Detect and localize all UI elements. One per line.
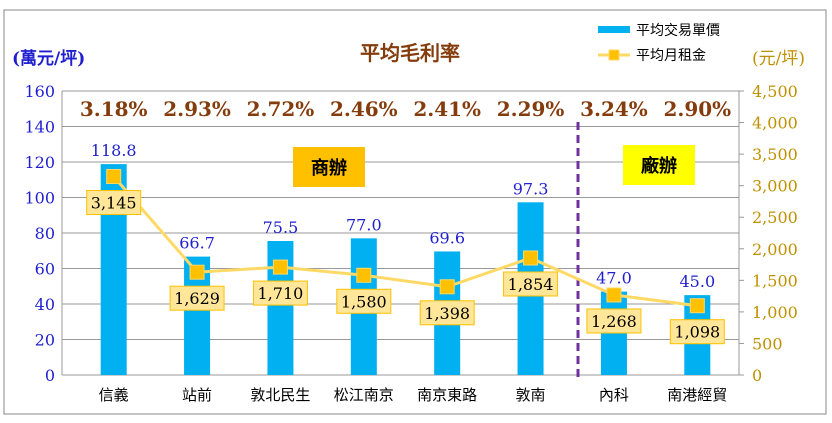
margin-label: 2.72% bbox=[247, 97, 315, 121]
right-tick-label: 500 bbox=[752, 334, 783, 353]
legend-bar-swatch bbox=[598, 26, 630, 33]
bar-value-label: 66.7 bbox=[179, 234, 215, 253]
line-value-label: 1,854 bbox=[508, 275, 554, 294]
right-tick-label: 1,500 bbox=[752, 271, 798, 290]
right-tick-label: 3,500 bbox=[752, 145, 798, 164]
rent-line bbox=[112, 175, 698, 308]
bar-value-label: 75.5 bbox=[263, 218, 299, 237]
chart-border bbox=[3, 9, 827, 415]
bar-value-label: 47.0 bbox=[596, 269, 632, 288]
left-tick-label: 160 bbox=[24, 82, 55, 101]
right-tick-label: 4,500 bbox=[752, 82, 798, 101]
category-label: 敦北民生 bbox=[250, 386, 310, 404]
category-label: 松江南京 bbox=[334, 386, 394, 404]
legend-marker bbox=[608, 49, 620, 61]
line-marker bbox=[106, 169, 122, 185]
category-label: 南京東路 bbox=[417, 386, 477, 404]
line-value-box bbox=[669, 319, 725, 345]
left-tick-label: 120 bbox=[24, 153, 55, 172]
right-tick-label: 1,000 bbox=[752, 303, 798, 322]
line-marker bbox=[523, 250, 539, 266]
line-marker bbox=[606, 287, 622, 303]
margin-label: 3.24% bbox=[580, 97, 648, 121]
line-value-label: 1,629 bbox=[174, 289, 220, 308]
right-tick-label: 0 bbox=[752, 366, 762, 385]
category-label: 敦南 bbox=[516, 386, 546, 404]
margin-label: 2.90% bbox=[663, 97, 731, 121]
right-axis-title: (元/坪) bbox=[752, 49, 805, 69]
line-marker bbox=[272, 259, 288, 275]
category-label: 內科 bbox=[599, 386, 629, 404]
margin-label: 2.46% bbox=[330, 97, 398, 121]
margin-label: 2.93% bbox=[163, 97, 231, 121]
left-tick-label: 20 bbox=[35, 331, 55, 350]
line-value-label: 1,580 bbox=[341, 292, 387, 311]
right-tick-label: 4,000 bbox=[752, 114, 798, 133]
left-tick-label: 60 bbox=[35, 260, 55, 279]
category-label: 信義 bbox=[99, 386, 129, 404]
group-box bbox=[623, 145, 695, 185]
margin-label: 3.18% bbox=[80, 97, 148, 121]
legend-label: 平均月租金 bbox=[636, 48, 706, 64]
bar-value-label: 69.6 bbox=[429, 228, 465, 247]
bar-value-label: 77.0 bbox=[346, 215, 382, 234]
margin-label: 2.29% bbox=[497, 97, 565, 121]
margin-label: 2.41% bbox=[413, 97, 481, 121]
left-tick-label: 100 bbox=[24, 189, 55, 208]
line-value-box bbox=[503, 271, 559, 297]
bar-value-label: 45.0 bbox=[680, 272, 716, 291]
line-value-box bbox=[336, 288, 392, 314]
line-marker bbox=[439, 279, 455, 295]
line-value-box bbox=[169, 285, 225, 311]
group-label: 廠辦 bbox=[641, 155, 677, 177]
line-marker bbox=[189, 264, 205, 280]
chart-title: 平均毛利率 bbox=[360, 41, 460, 65]
left-tick-label: 0 bbox=[45, 366, 55, 385]
right-tick-label: 2,000 bbox=[752, 240, 798, 259]
right-tick-label: 3,000 bbox=[752, 177, 798, 196]
line-value-label: 1,398 bbox=[424, 304, 470, 323]
group-box bbox=[293, 147, 365, 187]
bar-value-label: 118.8 bbox=[91, 141, 137, 160]
line-value-box bbox=[586, 308, 642, 334]
line-value-label: 1,710 bbox=[258, 284, 304, 303]
category-label: 站前 bbox=[182, 386, 212, 404]
line-value-label: 1,098 bbox=[674, 323, 720, 342]
category-label: 南港經貿 bbox=[667, 386, 727, 404]
line-marker bbox=[356, 267, 372, 283]
legend-label: 平均交易單價 bbox=[636, 22, 720, 39]
left-tick-label: 80 bbox=[35, 224, 55, 243]
left-tick-label: 40 bbox=[35, 295, 55, 314]
line-value-box bbox=[252, 280, 308, 306]
line-marker bbox=[689, 298, 705, 314]
left-axis-title: (萬元/坪) bbox=[12, 48, 85, 69]
group-label: 商辦 bbox=[311, 157, 347, 179]
line-value-label: 1,268 bbox=[591, 312, 637, 331]
right-tick-label: 2,500 bbox=[752, 208, 798, 227]
line-value-label: 3,145 bbox=[91, 194, 137, 213]
line-value-box bbox=[86, 190, 142, 216]
left-tick-label: 140 bbox=[24, 118, 55, 137]
bar-value-label: 97.3 bbox=[513, 179, 549, 198]
line-value-box bbox=[419, 300, 475, 326]
